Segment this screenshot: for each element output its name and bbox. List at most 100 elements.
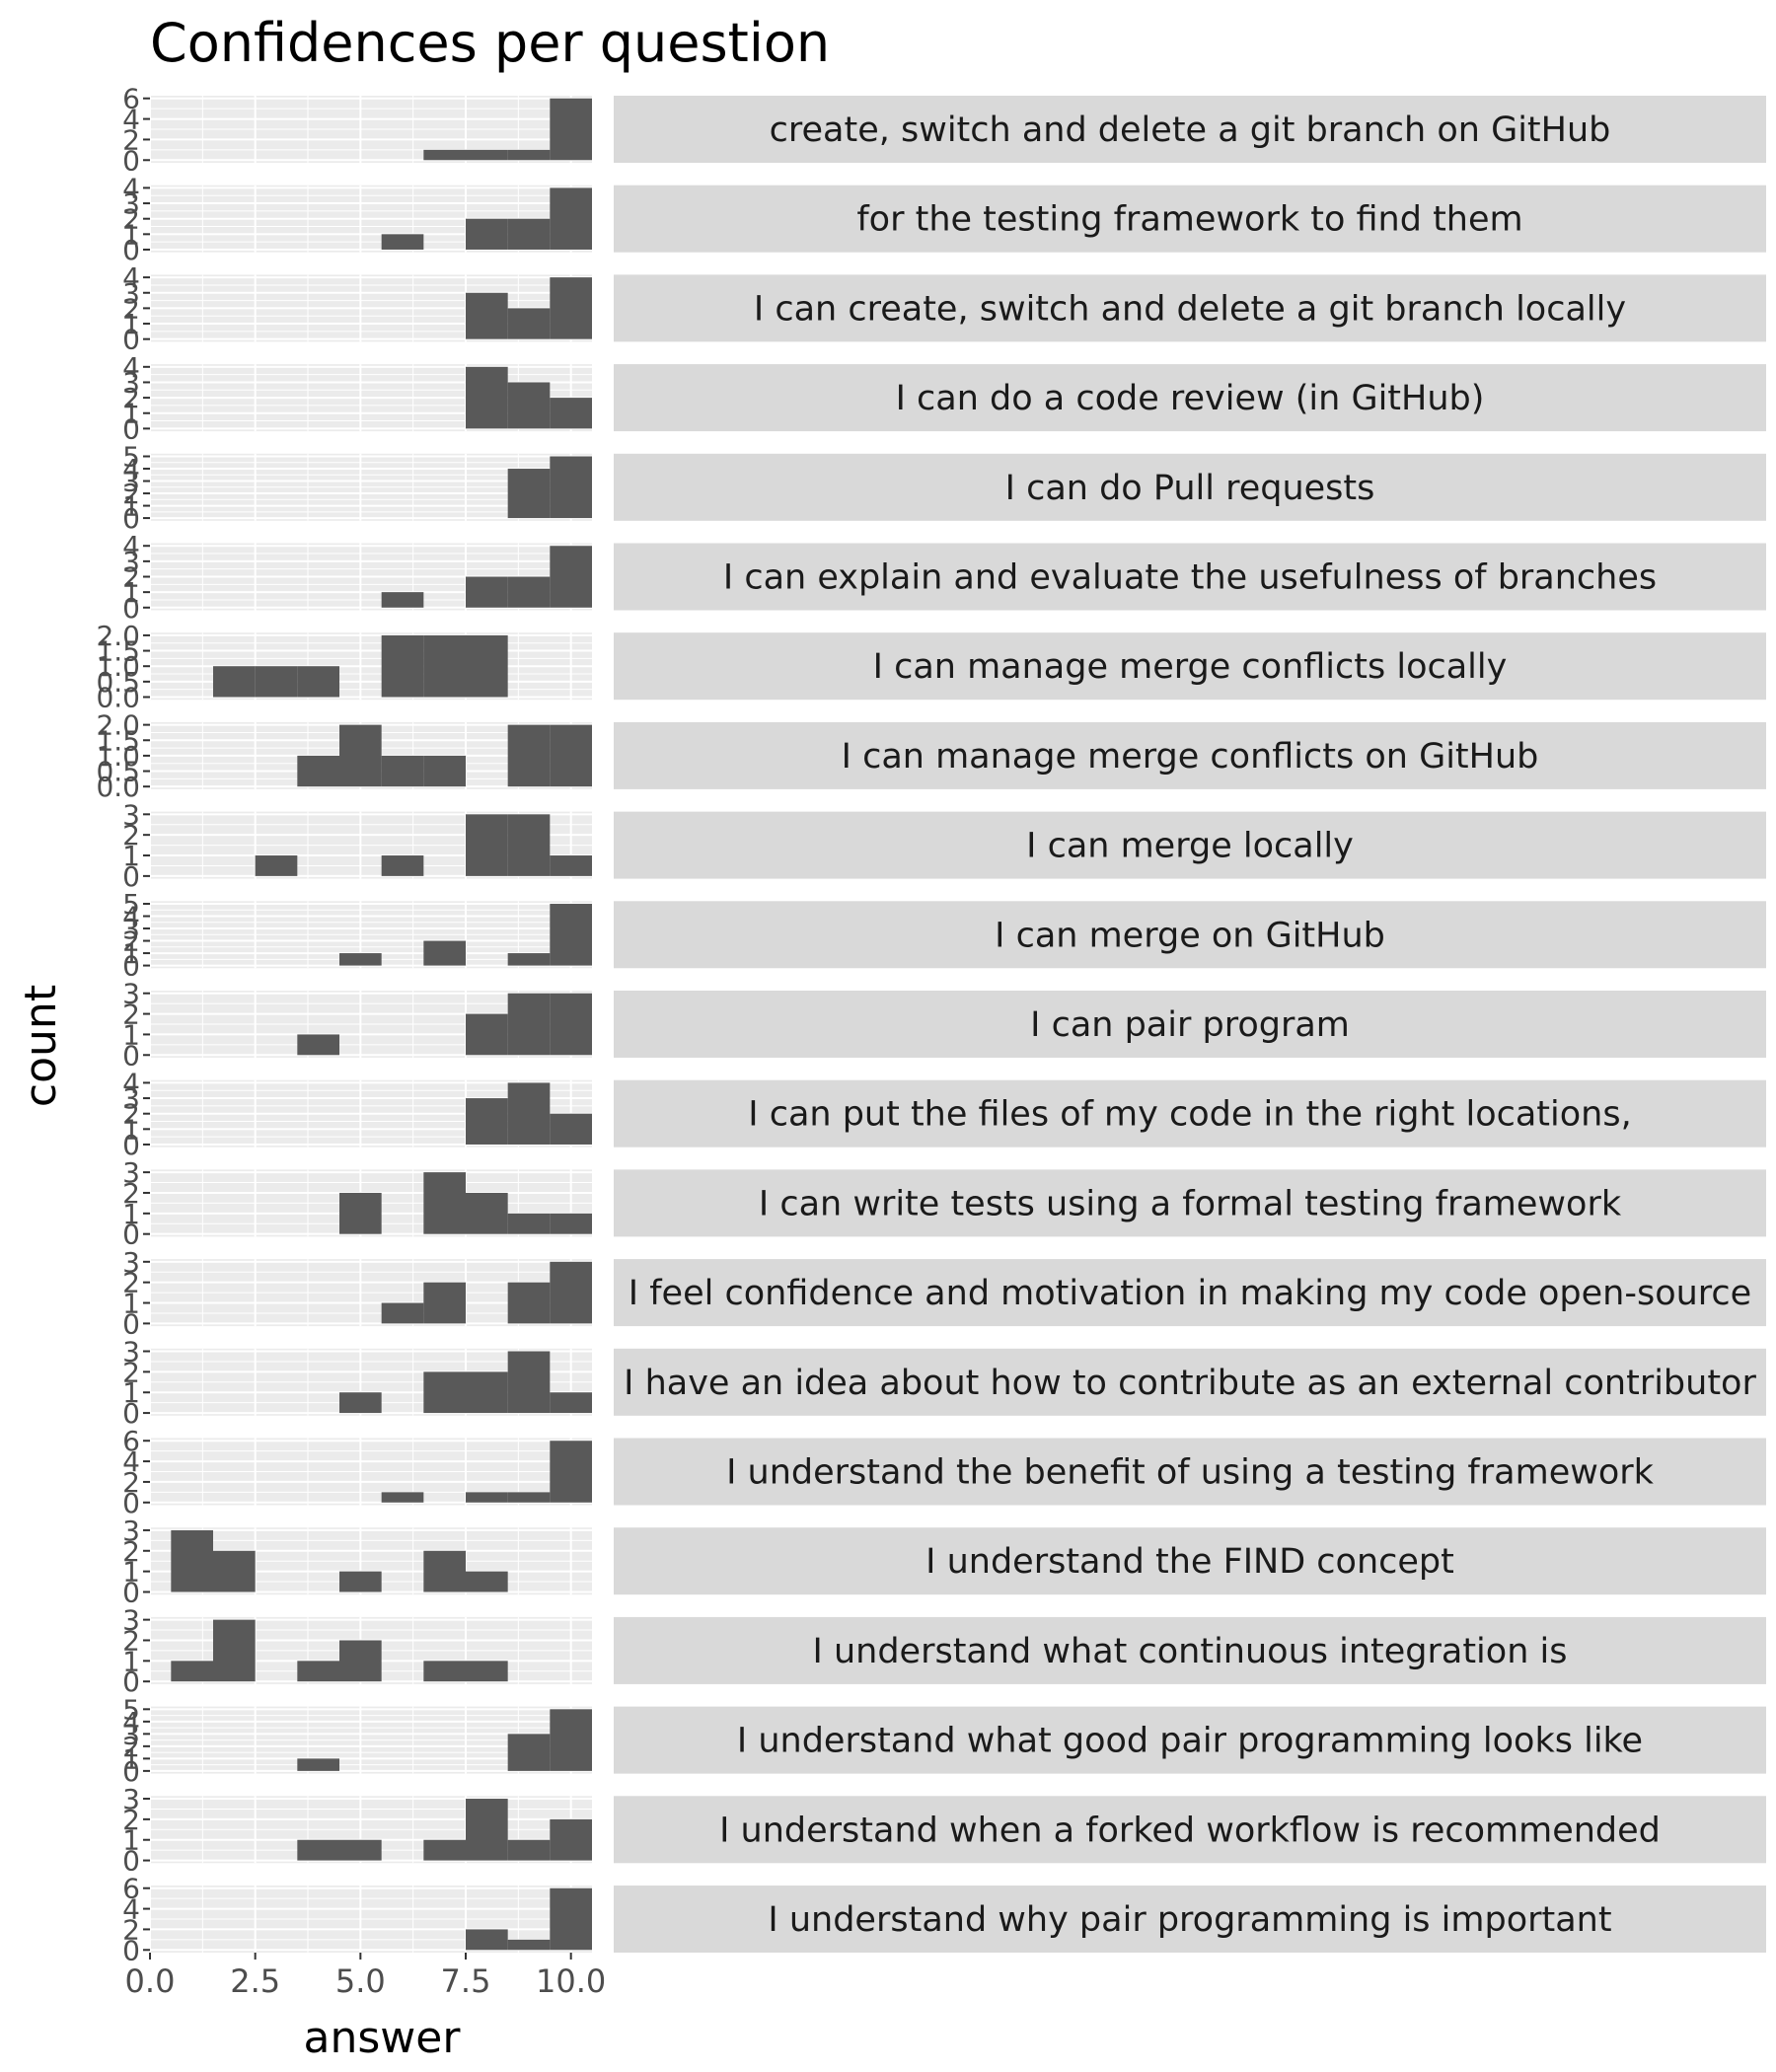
y-tick-label: 2 — [122, 1804, 140, 1836]
y-tick-label: 1 — [122, 1113, 140, 1146]
y-tick-label: 0.5 — [96, 666, 140, 699]
facet-panel: 0.00.51.01.52.0 I can manage merge confli… — [96, 620, 1766, 713]
y-tick-label: 3 — [122, 1783, 140, 1815]
y-tick-label: 0 — [122, 1845, 140, 1878]
y-tick-label: 4 — [122, 1067, 140, 1099]
histogram-bar — [466, 1192, 508, 1234]
x-axis-title: answer — [304, 2013, 462, 2063]
histogram-bar — [339, 1640, 382, 1682]
y-axis-title: count — [16, 985, 66, 1107]
histogram-bar — [507, 1939, 551, 1951]
y-tick-label: 6 — [122, 1873, 140, 1905]
histogram-bar — [550, 277, 592, 339]
y-tick-label: 6 — [122, 1425, 140, 1457]
facet-strip — [614, 721, 1766, 789]
y-tick-label: 0 — [122, 1307, 140, 1340]
x-tick-label: 2.5 — [230, 1962, 280, 2000]
histogram-bar — [550, 1213, 592, 1234]
histogram-bar — [423, 1282, 466, 1324]
facet-strip — [614, 632, 1766, 701]
y-tick-label: 2 — [122, 292, 140, 325]
histogram-bar — [466, 1098, 508, 1145]
y-tick-label: 0 — [122, 412, 140, 445]
histogram-bar — [507, 1282, 551, 1324]
y-tick-label: 2 — [122, 1098, 140, 1131]
histogram-bar — [550, 398, 592, 429]
histogram-bar — [466, 1371, 508, 1414]
y-tick-label: 0 — [122, 592, 140, 625]
histogram-bar — [550, 1441, 592, 1503]
facet-strip-label: I can do a code review (in GitHub) — [896, 379, 1485, 418]
histogram-bar — [297, 666, 339, 698]
histogram-bar — [507, 1492, 551, 1503]
facet-strip-label: I understand the FIND concept — [925, 1542, 1454, 1582]
y-tick-label: 1.0 — [96, 740, 140, 773]
y-tick-label: 3 — [122, 978, 140, 1010]
y-tick-label: 4 — [122, 530, 140, 562]
histogram-bar — [423, 1172, 466, 1234]
y-tick-label: 0 — [122, 144, 140, 177]
histogram-bar — [507, 993, 551, 1056]
facet-strip — [614, 1348, 1766, 1416]
histogram-bar — [381, 234, 424, 250]
y-tick-label: 0 — [122, 502, 140, 535]
y-tick-label: 1.0 — [96, 650, 140, 683]
y-tick-label: 2 — [122, 1356, 140, 1388]
histogram-bar — [550, 855, 592, 876]
y-tick-label: 3 — [122, 1082, 140, 1115]
histogram-bar — [550, 187, 592, 250]
facet-panel: 0.00.51.01.52.0 I can manage merge confli… — [96, 709, 1766, 803]
histogram-bar — [423, 1371, 466, 1414]
y-tick-label: 4 — [122, 453, 140, 485]
y-tick-label: 3 — [122, 1246, 140, 1279]
y-tick-label: 2 — [122, 1913, 140, 1946]
y-tick-label: 1 — [122, 1018, 140, 1051]
histogram-bar — [550, 98, 592, 161]
y-tick-label: 1 — [122, 1742, 140, 1775]
x-tick-label: 5.0 — [335, 1962, 386, 2000]
y-tick-label: 0 — [122, 1219, 140, 1251]
histogram-bar — [550, 456, 592, 519]
facet-strip — [614, 274, 1766, 342]
histogram-bar — [423, 940, 466, 966]
histogram-bar — [550, 904, 592, 966]
histogram-bar — [550, 1261, 592, 1324]
histogram-bar — [466, 1799, 508, 1861]
histogram-bar — [297, 1839, 339, 1861]
histogram-bar — [339, 953, 382, 966]
y-tick-label: 3 — [122, 277, 140, 310]
y-tick-label: 4 — [122, 1706, 140, 1739]
histogram-bar — [507, 382, 551, 429]
histogram-bar — [423, 1661, 466, 1682]
y-tick-label: 2 — [122, 1535, 140, 1568]
facet-strip — [614, 991, 1766, 1058]
y-tick-label: 3 — [122, 913, 140, 945]
y-tick-label: 1.5 — [96, 724, 140, 757]
y-tick-label: 3 — [122, 1156, 140, 1189]
histogram-bar — [550, 1818, 592, 1861]
histogram-bar — [466, 149, 508, 161]
histogram-bar — [381, 634, 424, 698]
histogram-bar — [213, 1550, 256, 1592]
facet-strip-label: for the testing framework to find them — [856, 200, 1522, 240]
y-tick-label: 0 — [122, 950, 140, 983]
y-tick-label: 1 — [122, 1556, 140, 1589]
y-tick-label: 3 — [122, 187, 140, 220]
y-tick-label: 2 — [122, 203, 140, 236]
histogram-bar — [339, 1392, 382, 1414]
histogram-bar — [507, 1351, 551, 1414]
histogram-bar — [466, 814, 508, 876]
facet-strip — [614, 96, 1766, 163]
y-tick-label: 1 — [122, 1288, 140, 1320]
y-tick-label: 4 — [122, 261, 140, 294]
facet-strip-label: I understand what good pair programming … — [737, 1722, 1643, 1761]
histogram-bar — [466, 634, 508, 698]
